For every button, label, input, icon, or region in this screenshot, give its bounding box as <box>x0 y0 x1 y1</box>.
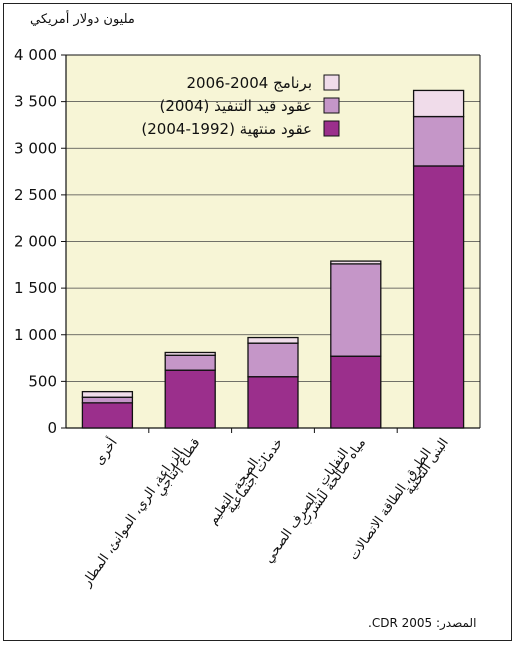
figure-frame <box>3 3 512 641</box>
y-tick-label: 1 500 <box>14 279 57 297</box>
bar-segment <box>412 89 465 118</box>
legend-swatch <box>323 74 340 91</box>
bar-segment <box>412 115 465 167</box>
x-category-label: النفايات - الصرف الصحي <box>261 446 352 566</box>
y-axis-unit-label: مليون دولار أمريكي <box>30 12 135 27</box>
y-tick-label: 1 000 <box>14 326 57 344</box>
bar-segment <box>330 355 382 429</box>
legend-label: عقود منتهية (1992-2004) <box>141 120 312 138</box>
y-tick-label: 2 000 <box>14 233 57 251</box>
legend-label: عقود قيد التنفيذ (2004) <box>159 97 312 115</box>
y-tick-label: 3 000 <box>14 139 57 157</box>
y-tick-label: 3 500 <box>14 93 57 111</box>
legend-swatch <box>323 97 340 114</box>
bar-segment <box>247 376 299 429</box>
legend-swatch <box>323 120 340 137</box>
x-category-label: الصحة، التعليم... <box>206 446 270 528</box>
bar-segment <box>81 396 134 404</box>
bar-segment <box>247 336 299 344</box>
x-category-label: الزراعة، الري، الموانئ، المطار <box>79 446 187 591</box>
x-category-label: الطرق، الطاقة الاتصالات <box>346 446 435 563</box>
bar-segment <box>164 369 216 429</box>
bar-segment <box>412 165 465 429</box>
legend-label: برنامج 2004-2006 <box>187 74 312 92</box>
bar-segment <box>330 263 382 357</box>
bar-segment <box>164 354 216 371</box>
bar-segment <box>81 402 134 429</box>
bar-segment <box>81 390 134 398</box>
bar-segment <box>247 342 299 378</box>
x-category-label: أخرى <box>90 435 121 469</box>
source-note: المصدر: CDR 2005. <box>368 616 477 630</box>
y-tick-label: 0 <box>47 419 57 437</box>
bar-segment <box>330 260 382 265</box>
y-tick-label: 500 <box>28 372 57 390</box>
y-tick-label: 4 000 <box>14 46 57 64</box>
y-tick-label: 2 500 <box>14 186 57 204</box>
bar-segment <box>164 351 216 356</box>
